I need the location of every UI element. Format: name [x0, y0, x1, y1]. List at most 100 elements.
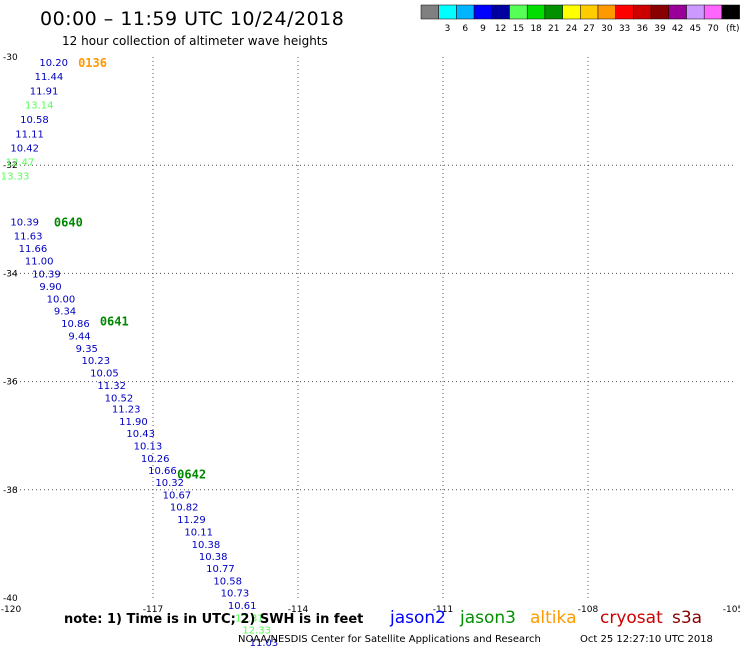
page-title: 00:00 – 11:59 UTC 10/24/2018 [40, 8, 345, 30]
lon-tick-label: -111 [433, 605, 453, 615]
wave-height-value: 10.52 [105, 393, 134, 404]
colorbar-label: 42 [672, 24, 683, 34]
wave-height-value: 10.20 [39, 58, 68, 69]
colorbar-swatch [562, 4, 581, 20]
colorbar-label: 18 [530, 24, 542, 34]
colorbar-label: 21 [548, 24, 559, 34]
colorbar-swatch [456, 4, 475, 20]
colorbar-label: 24 [566, 24, 578, 34]
wave-height-value: 10.23 [81, 356, 110, 367]
colorbar-label: 9 [480, 24, 486, 34]
lon-tick-label: -114 [288, 605, 309, 615]
wave-height-value: 13.14 [25, 101, 54, 112]
wave-height-value: 11.66 [19, 244, 48, 255]
colorbar-swatch [580, 4, 599, 20]
wave-height-value: 9.35 [76, 344, 98, 355]
satellite-legend-jason2: jason2 [390, 608, 446, 628]
colorbar-label: 30 [601, 24, 613, 34]
wave-height-value: 10.39 [10, 217, 39, 228]
wave-height-value: 12.33 [242, 625, 271, 636]
axis-ticks: -120 -117 -114 -111 -108 -105 -30 -32 -34 -36 -38 -… [1, 53, 740, 615]
colorbar-swatch [491, 4, 510, 20]
colorbar-swatch [668, 4, 687, 20]
wave-height-value: 12.31 [235, 613, 264, 624]
wave-height-value: 10.38 [199, 552, 228, 563]
colorbar-label: 3 [445, 24, 451, 34]
colorbar-swatch [650, 4, 670, 20]
wave-height-value: 11.03 [250, 638, 279, 649]
colorbar-swatch [420, 4, 439, 20]
wave-height-value: 10.67 [163, 491, 192, 502]
wave-height-value: 11.32 [97, 381, 126, 392]
colorbar-swatch [686, 4, 705, 20]
wave-height-value: 11.44 [35, 72, 64, 83]
wave-height-value: 11.91 [30, 87, 59, 98]
wave-height-value: 13.33 [1, 171, 30, 182]
wave-height-value: 10.00 [47, 294, 76, 305]
wave-height-value: 10.11 [184, 527, 213, 538]
wave-height-value: 10.66 [148, 466, 177, 477]
wave-height-value: 9.90 [39, 282, 61, 293]
wave-height-value: 11.00 [25, 256, 54, 267]
wave-height-value: 10.43 [126, 429, 155, 440]
page-subtitle: 12 hour collection of altimeter wave hei… [62, 34, 328, 48]
colorbar-swatch [509, 4, 528, 20]
satellite-legend-jason3: jason3 [460, 608, 516, 628]
colorbar-label: 27 [583, 24, 594, 34]
wave-height-value: 10.38 [192, 540, 221, 551]
pass-time-label: 0640 [54, 215, 83, 229]
wave-height-value: 10.73 [221, 589, 250, 600]
colorbar-swatch [597, 4, 616, 20]
wave-height-value: 11.63 [14, 232, 43, 243]
wave-height-value: 10.77 [206, 564, 235, 575]
satellite-legend-cryosat: cryosat [600, 608, 663, 628]
colorbar-swatch [721, 4, 740, 20]
wave-height-value: 10.13 [134, 441, 163, 452]
pass-time-label: 0641 [100, 314, 129, 328]
colorbar-swatch [473, 4, 493, 20]
wave-height-value: 12.47 [6, 157, 35, 168]
pass-time-label: 0136 [78, 56, 107, 70]
wave-height-value: 10.39 [32, 269, 61, 280]
colorbar-label: 70 [707, 24, 719, 34]
colorbar-label: 36 [637, 24, 649, 34]
colorbar-label: 33 [619, 24, 630, 34]
credit-line: NOAA/NESDIS Center for Satellite Applica… [238, 634, 541, 645]
colorbar-label: 39 [654, 24, 666, 34]
satellite-legend-altika: altika [530, 608, 577, 628]
lat-tick-label: -40 [3, 594, 18, 604]
lon-tick-label: -120 [1, 605, 22, 615]
pass-time-label: 0642 [177, 468, 206, 482]
colorbar-label: 45 [690, 24, 701, 34]
lat-tick-label: -32 [3, 161, 18, 171]
colorbar-swatch [526, 4, 546, 20]
colorbar-swatch [703, 4, 723, 20]
wave-height-value: 10.42 [10, 143, 39, 154]
lat-tick-label: -36 [3, 378, 18, 388]
wave-height-value: 10.61 [228, 601, 257, 612]
wave-height-value: 10.58 [213, 577, 242, 588]
units-note: note: 1) Time is in UTC; 2) SWH is in fe… [64, 612, 364, 627]
colorbar-label: 6 [462, 24, 468, 34]
wave-height-value: 11.23 [112, 405, 141, 416]
generated-timestamp: Oct 25 12:27:10 UTC 2018 [580, 634, 713, 645]
lat-tick-label: -30 [3, 53, 18, 63]
lat-tick-label: -34 [3, 269, 18, 279]
wave-height-value: 11.90 [119, 417, 148, 428]
satellite-legend-s3a: s3a [672, 608, 703, 628]
wave-height-value: 10.05 [90, 368, 119, 379]
lat-tick-label: -38 [3, 486, 18, 496]
wave-height-value: 9.34 [54, 307, 76, 318]
colorbar-swatch [633, 4, 652, 20]
lon-tick-label: -105 [723, 605, 740, 615]
lon-tick-label: -108 [578, 605, 599, 615]
wave-height-readings: 10.20 11.44 11.91 13.14 10.58 11.11 10.42 12.47… [1, 58, 279, 649]
colorbar-swatch [544, 4, 563, 20]
colorbar-label: 15 [513, 24, 524, 34]
wave-height-value: 11.11 [15, 129, 44, 140]
colorbar-swatch [438, 4, 457, 20]
colorbar-label: (ft) [726, 24, 740, 34]
wave-height-value: 10.32 [155, 478, 184, 489]
colorbar-swatch [615, 4, 634, 20]
